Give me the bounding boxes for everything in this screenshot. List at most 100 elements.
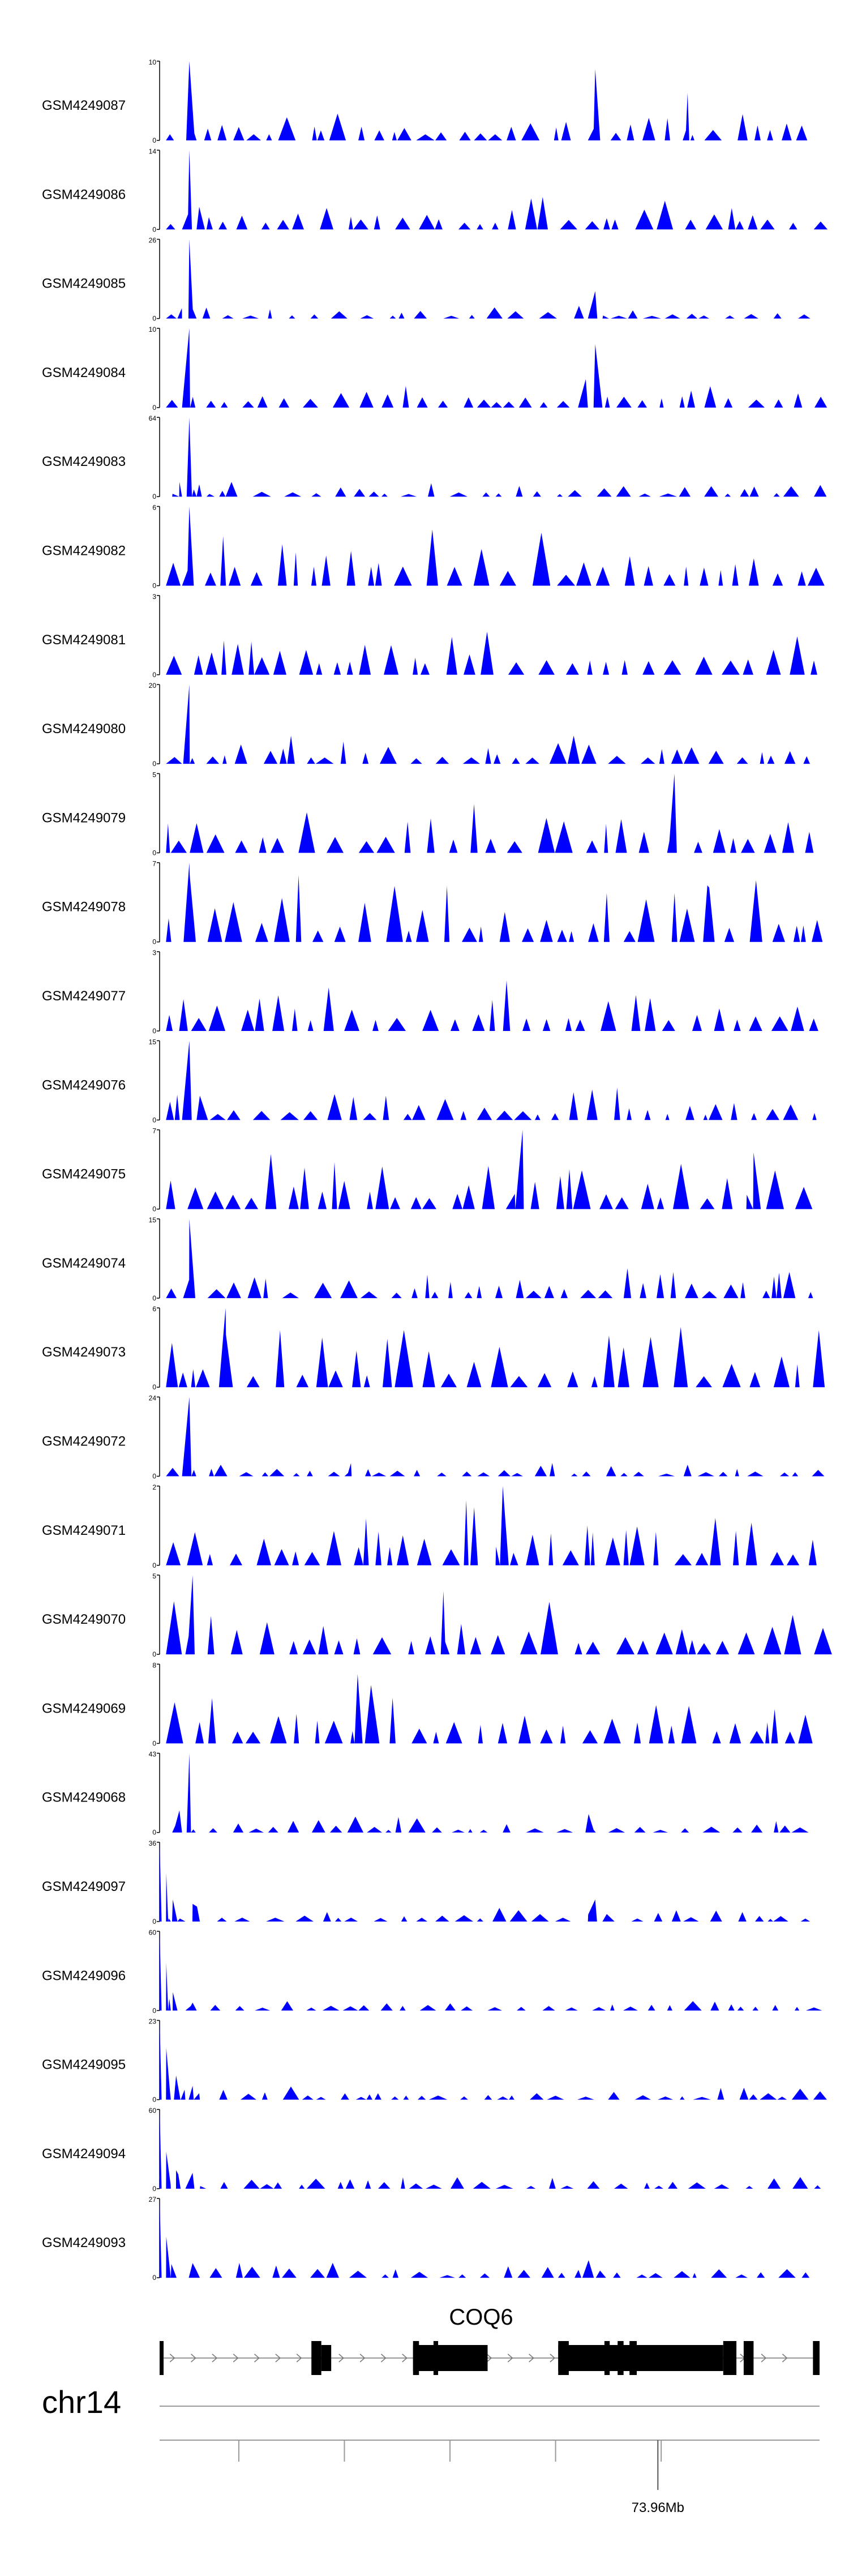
strand-arrow: [169, 2354, 175, 2363]
track-label: GSM4249084: [42, 365, 126, 380]
track-ymax-label: 27: [149, 2196, 157, 2203]
track-ymin-label: 0: [152, 1027, 156, 1035]
strand-arrow: [296, 2354, 302, 2363]
track-label: GSM4249081: [42, 632, 126, 648]
track-GSM4249079: GSM4249079 5 0: [42, 771, 820, 857]
track-ymin-label: 0: [152, 225, 156, 233]
track-GSM4249097: GSM4249097 36 0: [42, 1839, 820, 1925]
coverage-area: [160, 1931, 822, 2011]
track-label: GSM4249086: [42, 187, 126, 202]
track-label: GSM4249097: [42, 1879, 126, 1894]
track-label: GSM4249079: [42, 810, 126, 825]
strand-arrow: [338, 2354, 344, 2363]
track-GSM4249094: GSM4249094 60 0: [42, 2107, 821, 2193]
coverage-area: [160, 684, 820, 764]
strand-arrow: [254, 2354, 260, 2363]
track-GSM4249076: GSM4249076 15 0: [42, 1038, 820, 1124]
track-GSM4249075: GSM4249075 7 0: [42, 1127, 820, 1213]
track-label: GSM4249071: [42, 1523, 126, 1538]
gene-exon: [413, 2345, 488, 2371]
track-ymin-label: 0: [152, 404, 156, 412]
gene-exon: [160, 2341, 164, 2375]
track-ymin-label: 0: [152, 849, 156, 857]
gene-exon: [433, 2341, 439, 2375]
track-label: GSM4249093: [42, 2235, 126, 2250]
strand-arrow: [233, 2354, 239, 2363]
coverage-area: [160, 1486, 820, 1565]
chromosome-label: chr14: [42, 2384, 121, 2420]
track-GSM4249080: GSM4249080 20 0: [42, 682, 820, 768]
track-ymax-label: 60: [149, 2107, 157, 2115]
track-ymin-label: 0: [152, 1383, 156, 1391]
track-ymin-label: 0: [152, 760, 156, 768]
gene-exon: [813, 2341, 820, 2375]
track-ymin-label: 0: [152, 1918, 156, 1925]
coverage-area: [160, 2020, 827, 2100]
coverage-area: [160, 1308, 825, 1388]
track-label: GSM4249096: [42, 1968, 126, 1983]
track-ymin-label: 0: [152, 1205, 156, 1213]
coverage-area: [160, 1753, 820, 1833]
strand-arrow: [550, 2354, 556, 2363]
coverage-area: [160, 862, 823, 942]
track-ymin-label: 0: [152, 315, 156, 323]
gene-exon: [618, 2341, 624, 2375]
strand-arrow: [782, 2354, 788, 2363]
track-GSM4249073: GSM4249073 6 0: [42, 1305, 825, 1391]
coverage-area: [160, 1674, 820, 1744]
track-ymin-label: 0: [152, 1561, 156, 1569]
coverage-area: [160, 506, 825, 586]
track-GSM4249084: GSM4249084 10 0: [42, 326, 827, 412]
track-ymin-label: 0: [152, 2185, 156, 2193]
gene-exon: [558, 2345, 723, 2371]
strand-arrow: [529, 2354, 534, 2363]
track-ymax-label: 15: [149, 1038, 157, 1046]
track-GSM4249082: GSM4249082 6 0: [42, 504, 825, 590]
track-GSM4249078: GSM4249078 7 0: [42, 860, 823, 946]
track-ymax-label: 2: [152, 1483, 156, 1491]
track-ymin-label: 0: [152, 493, 156, 500]
coverage-area: [160, 2198, 820, 2278]
track-GSM4249096: GSM4249096 60 0: [42, 1928, 822, 2014]
track-ymax-label: 6: [152, 504, 156, 512]
track-ymax-label: 3: [152, 949, 156, 957]
track-ymin-label: 0: [152, 671, 156, 679]
track-GSM4249093: GSM4249093 27 0: [42, 2196, 820, 2282]
track-ymax-label: 6: [152, 1305, 156, 1313]
track-ymax-label: 7: [152, 1127, 156, 1135]
gene-exon: [321, 2345, 332, 2371]
track-ymin-label: 0: [152, 1650, 156, 1658]
track-label: GSM4249070: [42, 1612, 126, 1627]
track-ymax-label: 24: [149, 1394, 157, 1402]
track-label: GSM4249068: [42, 1790, 126, 1805]
track-label: GSM4249074: [42, 1256, 126, 1271]
track-ymin-label: 0: [152, 2274, 156, 2282]
track-GSM4249069: GSM4249069 8 0: [42, 1661, 820, 1747]
coverage-area: [160, 1041, 820, 1120]
strand-arrow: [359, 2354, 366, 2363]
track-ymax-label: 5: [152, 1572, 156, 1580]
coverage-area: [160, 1575, 832, 1655]
track-label: GSM4249073: [42, 1345, 126, 1360]
track-GSM4249085: GSM4249085 26 0: [42, 237, 820, 323]
track-label: GSM4249094: [42, 2146, 126, 2162]
track-ymax-label: 26: [149, 237, 157, 245]
axis-coordinate-label: 73.96Mb: [632, 2500, 684, 2515]
track-label: GSM4249082: [42, 544, 126, 559]
strand-arrow: [486, 2354, 492, 2363]
coverage-area: [160, 2109, 821, 2189]
strand-arrow: [212, 2354, 218, 2363]
coverage-area: [160, 773, 820, 853]
track-label: GSM4249095: [42, 2057, 126, 2073]
track-GSM4249083: GSM4249083 64 0: [42, 414, 827, 500]
track-GSM4249068: GSM4249068 43 0: [42, 1751, 820, 1837]
strand-arrow: [402, 2354, 408, 2363]
coverage-area: [160, 239, 820, 319]
coverage-area: [160, 150, 828, 230]
track-label: GSM4249080: [42, 721, 126, 737]
coverage-area: [160, 328, 827, 408]
strand-arrow: [275, 2354, 281, 2363]
coverage-tracks: GSM4249087100GSM4249086140GSM4249085260G…: [42, 58, 832, 2282]
track-ymin-label: 0: [152, 1473, 156, 1480]
gene-exon: [629, 2341, 637, 2375]
